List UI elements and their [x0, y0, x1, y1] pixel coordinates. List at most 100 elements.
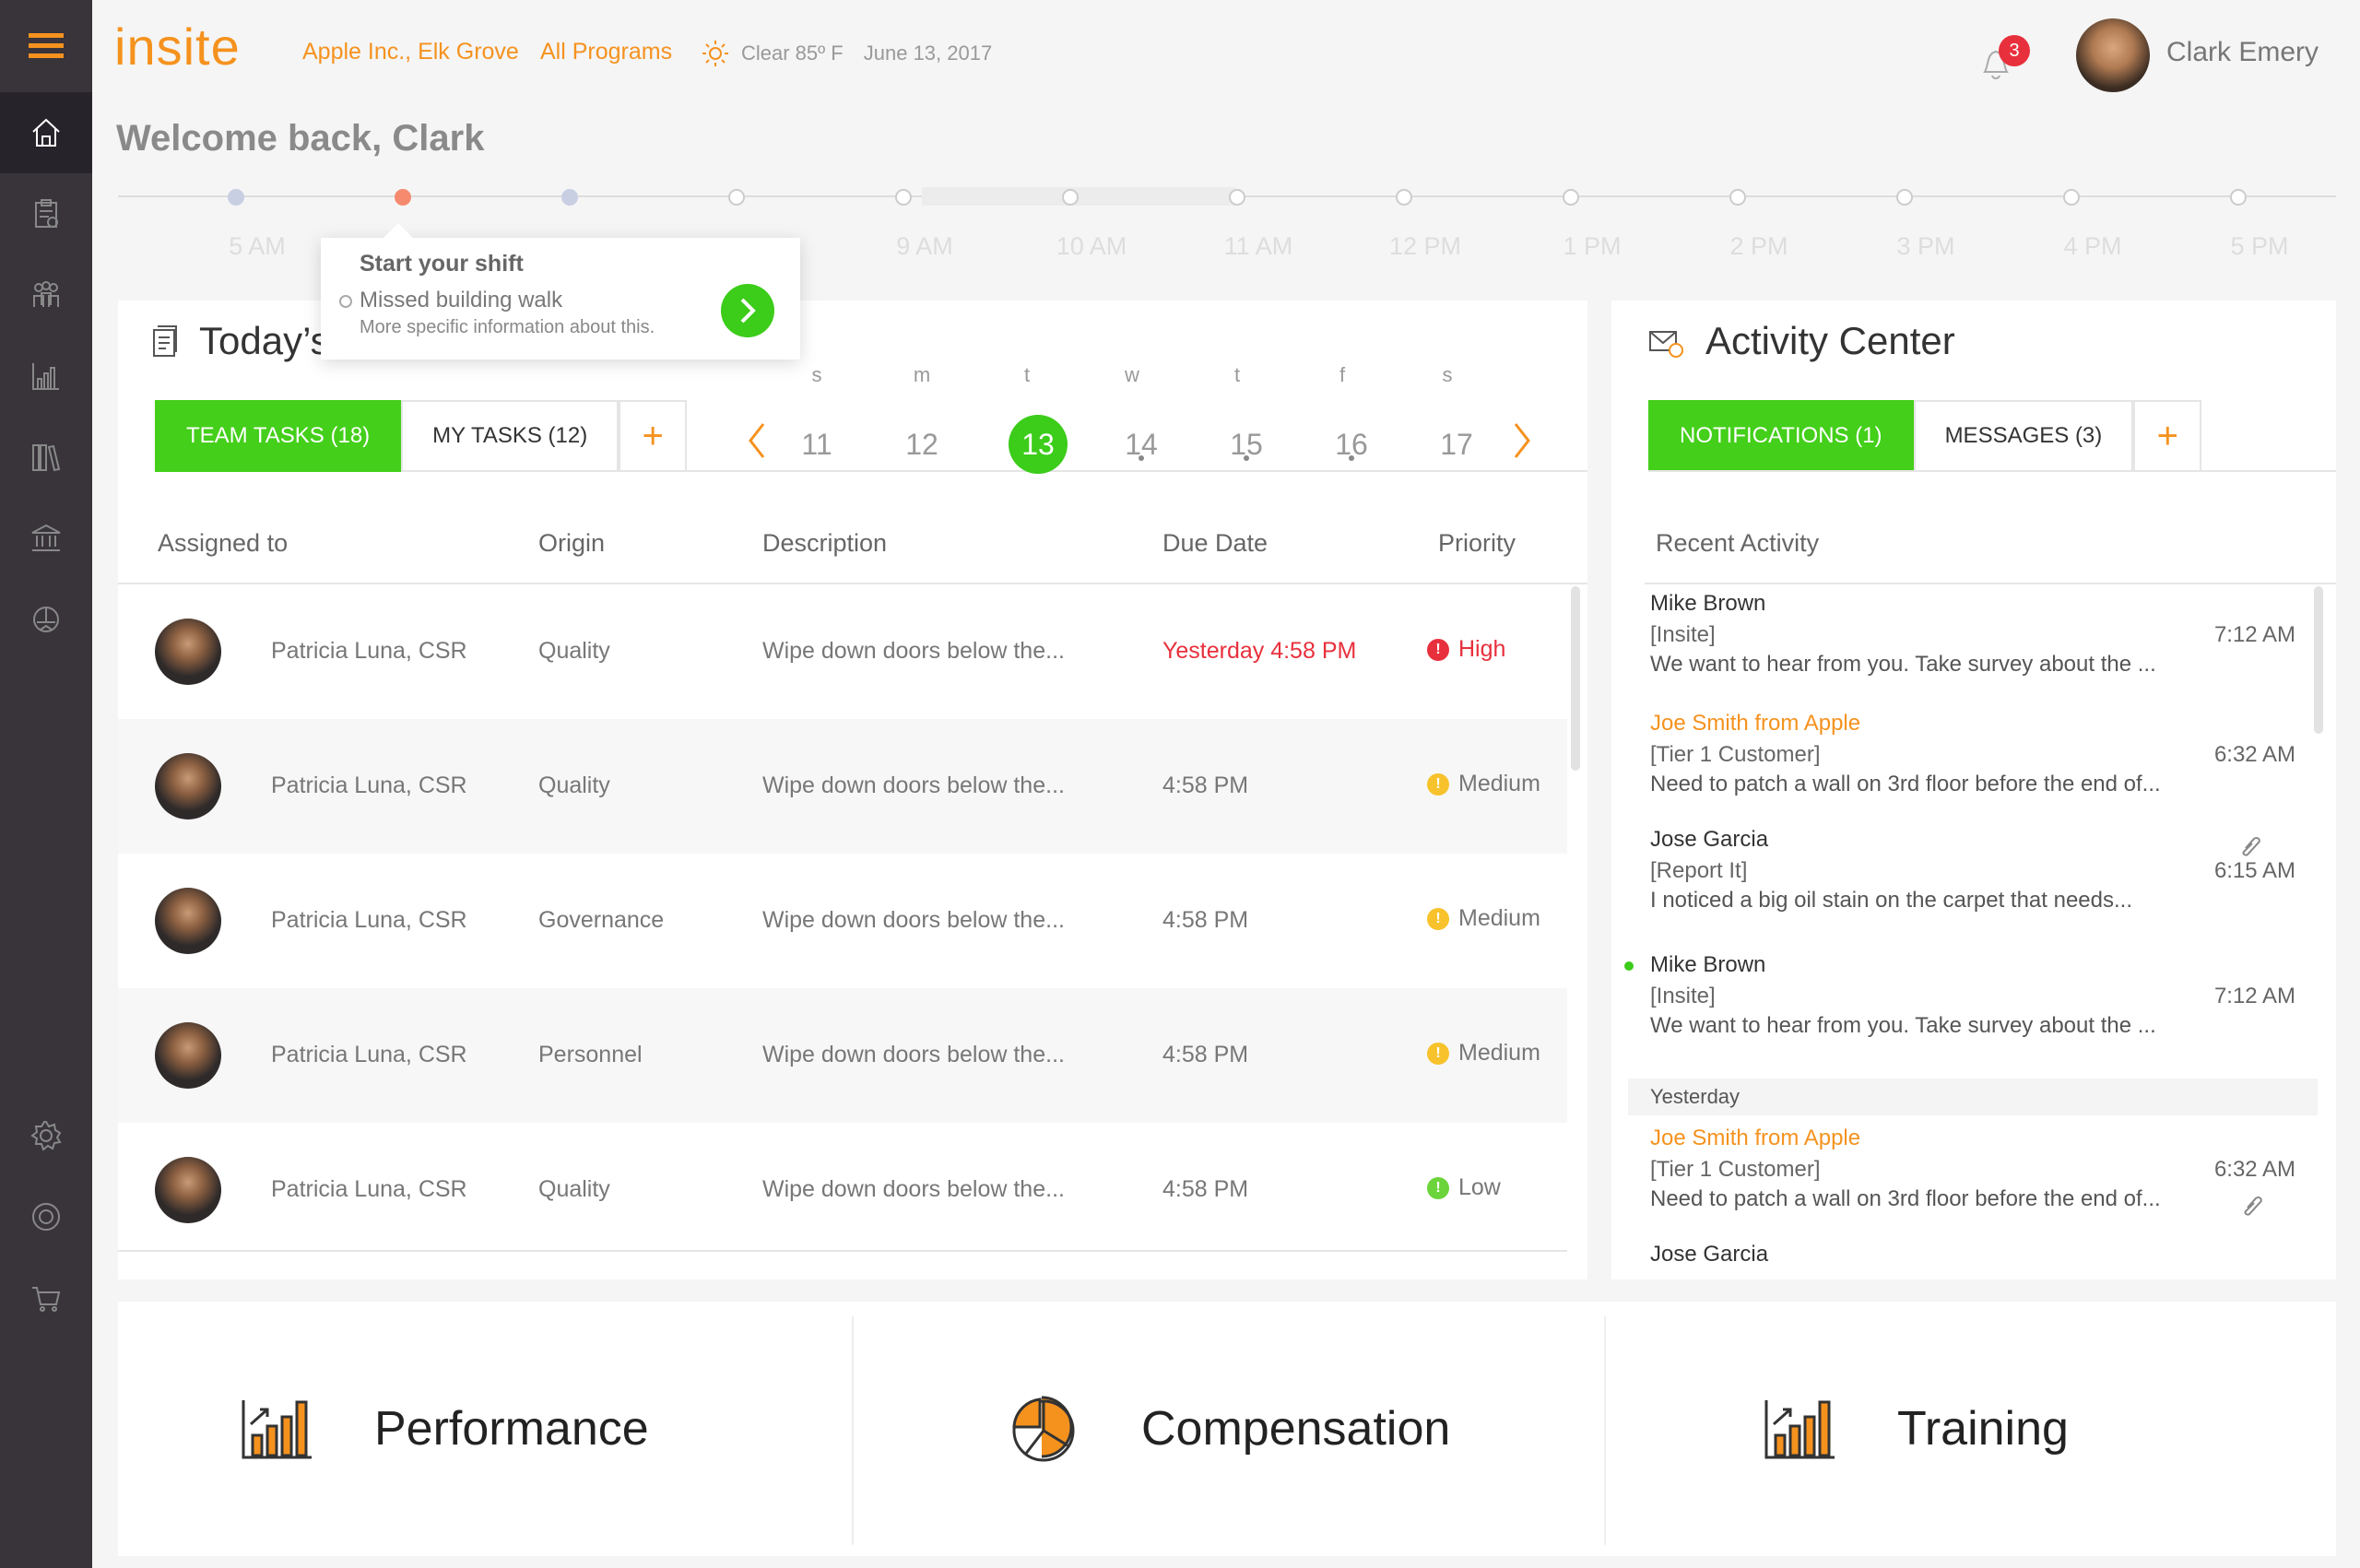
- cell-origin: Personnel: [538, 1042, 643, 1067]
- activity-item[interactable]: Jose Garcia: [1650, 1239, 2295, 1270]
- timeline-dot-current[interactable]: [395, 189, 411, 206]
- tab-messages[interactable]: MESSAGES (3): [1913, 400, 2134, 472]
- activity-message: Need to patch a wall on 3rd floor before…: [1650, 1186, 2161, 1211]
- add-task-button[interactable]: +: [619, 400, 688, 472]
- timeline-dot[interactable]: [561, 189, 578, 206]
- chevron-right-icon: [1514, 423, 1530, 458]
- tooltip-go-button[interactable]: [721, 284, 774, 337]
- activity-item[interactable]: Jose Garcia [Report It] 6:15 AM I noticed…: [1650, 824, 2295, 914]
- alert-icon: !: [1427, 638, 1449, 661]
- calendar-next-button[interactable]: [1510, 420, 1534, 471]
- timeline-dot[interactable]: [1396, 189, 1412, 206]
- table-row[interactable]: Patricia Luna, CSR Governance Wipe down …: [118, 854, 1567, 988]
- pie-chart-icon: [1012, 1396, 1075, 1462]
- timeline-label: 5 AM: [229, 232, 286, 260]
- add-activity-button[interactable]: +: [2133, 400, 2202, 472]
- cell-description: Wipe down doors below the...: [762, 772, 1065, 798]
- nav-bank[interactable]: [0, 498, 92, 579]
- calendar-prev-button[interactable]: [745, 420, 769, 471]
- tile-divider: [1604, 1316, 1606, 1545]
- cell-due: 4:58 PM: [1162, 1176, 1249, 1202]
- activity-item[interactable]: Mike Brown [Insite] 7:12 AM We want to he…: [1650, 949, 2295, 1040]
- current-date: June 13, 2017: [863, 41, 993, 65]
- date-17[interactable]: 17: [1440, 428, 1473, 461]
- tasks-scrollbar[interactable]: [1571, 586, 1580, 771]
- cell-assigned: Patricia Luna, CSR: [271, 1176, 467, 1202]
- user-avatar[interactable]: [2076, 18, 2150, 92]
- lifebuoy-icon: [32, 1203, 60, 1231]
- menu-button[interactable]: [0, 0, 92, 92]
- training-tile[interactable]: Training: [1763, 1302, 2069, 1556]
- timeline-dot[interactable]: [728, 189, 745, 206]
- user-name[interactable]: Clark Emery: [2166, 37, 2319, 67]
- top-header: insite Apple Inc., Elk Grove All Program…: [92, 0, 2360, 106]
- activity-time: 6:32 AM: [2213, 742, 2295, 767]
- activity-item[interactable]: Joe Smith from Apple [Tier 1 Customer] 6:…: [1650, 708, 2295, 798]
- nav-home[interactable]: [0, 92, 92, 173]
- column-assigned-to[interactable]: Assigned to: [158, 529, 289, 557]
- training-chart-icon: [1764, 1400, 1835, 1459]
- paperclip-icon[interactable]: [2238, 833, 2262, 861]
- weather-text: Clear 85º F: [741, 41, 844, 65]
- performance-chart-icon: [242, 1400, 312, 1459]
- tab-notifications[interactable]: NOTIFICATIONS (1): [1648, 400, 1914, 472]
- notification-badge[interactable]: 3: [1999, 35, 2030, 66]
- cell-due: Yesterday 4:58 PM: [1162, 638, 1357, 664]
- priority-medium: ! Medium: [1427, 1040, 1540, 1067]
- column-priority[interactable]: Priority: [1438, 529, 1516, 557]
- nav-safety[interactable]: [0, 579, 92, 660]
- tab-team-tasks[interactable]: TEAM TASKS (18): [155, 400, 402, 472]
- tab-my-tasks[interactable]: MY TASKS (12): [401, 400, 620, 472]
- date-12[interactable]: 12: [905, 428, 938, 461]
- activity-item[interactable]: Joe Smith from Apple [Tier 1 Customer] 6:…: [1650, 1123, 2295, 1213]
- performance-tile[interactable]: Performance: [240, 1302, 649, 1556]
- timeline-dot[interactable]: [1896, 189, 1913, 206]
- compensation-tile[interactable]: Compensation: [1003, 1302, 1450, 1556]
- timeline-dot[interactable]: [1062, 189, 1079, 206]
- bell-icon[interactable]: [1977, 39, 2014, 85]
- timeline-dot[interactable]: [2063, 189, 2080, 206]
- training-label: Training: [1897, 1402, 2069, 1456]
- date-14[interactable]: 14: [1125, 428, 1158, 461]
- timeline-dot[interactable]: [228, 189, 244, 206]
- table-row[interactable]: Patricia Luna, CSR Quality Wipe down doo…: [118, 584, 1567, 719]
- timeline-dot[interactable]: [1729, 189, 1746, 206]
- column-due-date[interactable]: Due Date: [1162, 529, 1268, 557]
- column-description[interactable]: Description: [762, 529, 888, 557]
- activity-scrollbar[interactable]: [2314, 586, 2323, 734]
- date-15[interactable]: 15: [1230, 428, 1263, 461]
- nav-reports[interactable]: [0, 336, 92, 417]
- programs-link[interactable]: All Programs: [540, 39, 673, 65]
- priority-label: Medium: [1458, 1040, 1540, 1066]
- activity-item[interactable]: Mike Brown [Insite] 7:12 AM We want to he…: [1650, 588, 2295, 678]
- date-13-today[interactable]: 13: [1009, 415, 1068, 474]
- nav-tasks[interactable]: [0, 173, 92, 254]
- app-logo[interactable]: insite: [114, 18, 241, 76]
- timeline-dot[interactable]: [895, 189, 912, 206]
- nav-team[interactable]: [0, 254, 92, 336]
- timeline-label: 4 PM: [2063, 232, 2122, 260]
- activity-sender: Joe Smith from Apple: [1650, 1126, 1861, 1150]
- date-11[interactable]: 11: [801, 428, 832, 461]
- location-link[interactable]: Apple Inc., Elk Grove: [302, 39, 519, 65]
- bank-icon: [31, 524, 61, 551]
- paperclip-icon[interactable]: [2240, 1193, 2264, 1220]
- bar-chart-icon: [32, 363, 59, 390]
- table-row[interactable]: Patricia Luna, CSR Quality Wipe down doo…: [118, 1123, 1567, 1257]
- table-row[interactable]: Patricia Luna, CSR Quality Wipe down doo…: [118, 719, 1567, 854]
- timeline-dot[interactable]: [2230, 189, 2247, 206]
- cell-origin: Governance: [538, 907, 665, 933]
- nav-cart[interactable]: [0, 1257, 92, 1338]
- timeline-dot[interactable]: [1229, 189, 1245, 206]
- nav-help[interactable]: [0, 1176, 92, 1257]
- cell-assigned: Patricia Luna, CSR: [271, 1042, 467, 1067]
- timeline-dot[interactable]: [1563, 189, 1579, 206]
- date-16[interactable]: 16: [1335, 428, 1368, 461]
- activity-message: We want to hear from you. Take survey ab…: [1650, 1013, 2156, 1038]
- alert-icon: !: [1427, 907, 1449, 930]
- nav-library[interactable]: [0, 417, 92, 498]
- table-row[interactable]: Patricia Luna, CSR Personnel Wipe down d…: [118, 988, 1567, 1123]
- alert-icon: !: [1427, 1042, 1449, 1065]
- column-origin[interactable]: Origin: [538, 529, 606, 557]
- nav-settings[interactable]: [0, 1095, 92, 1176]
